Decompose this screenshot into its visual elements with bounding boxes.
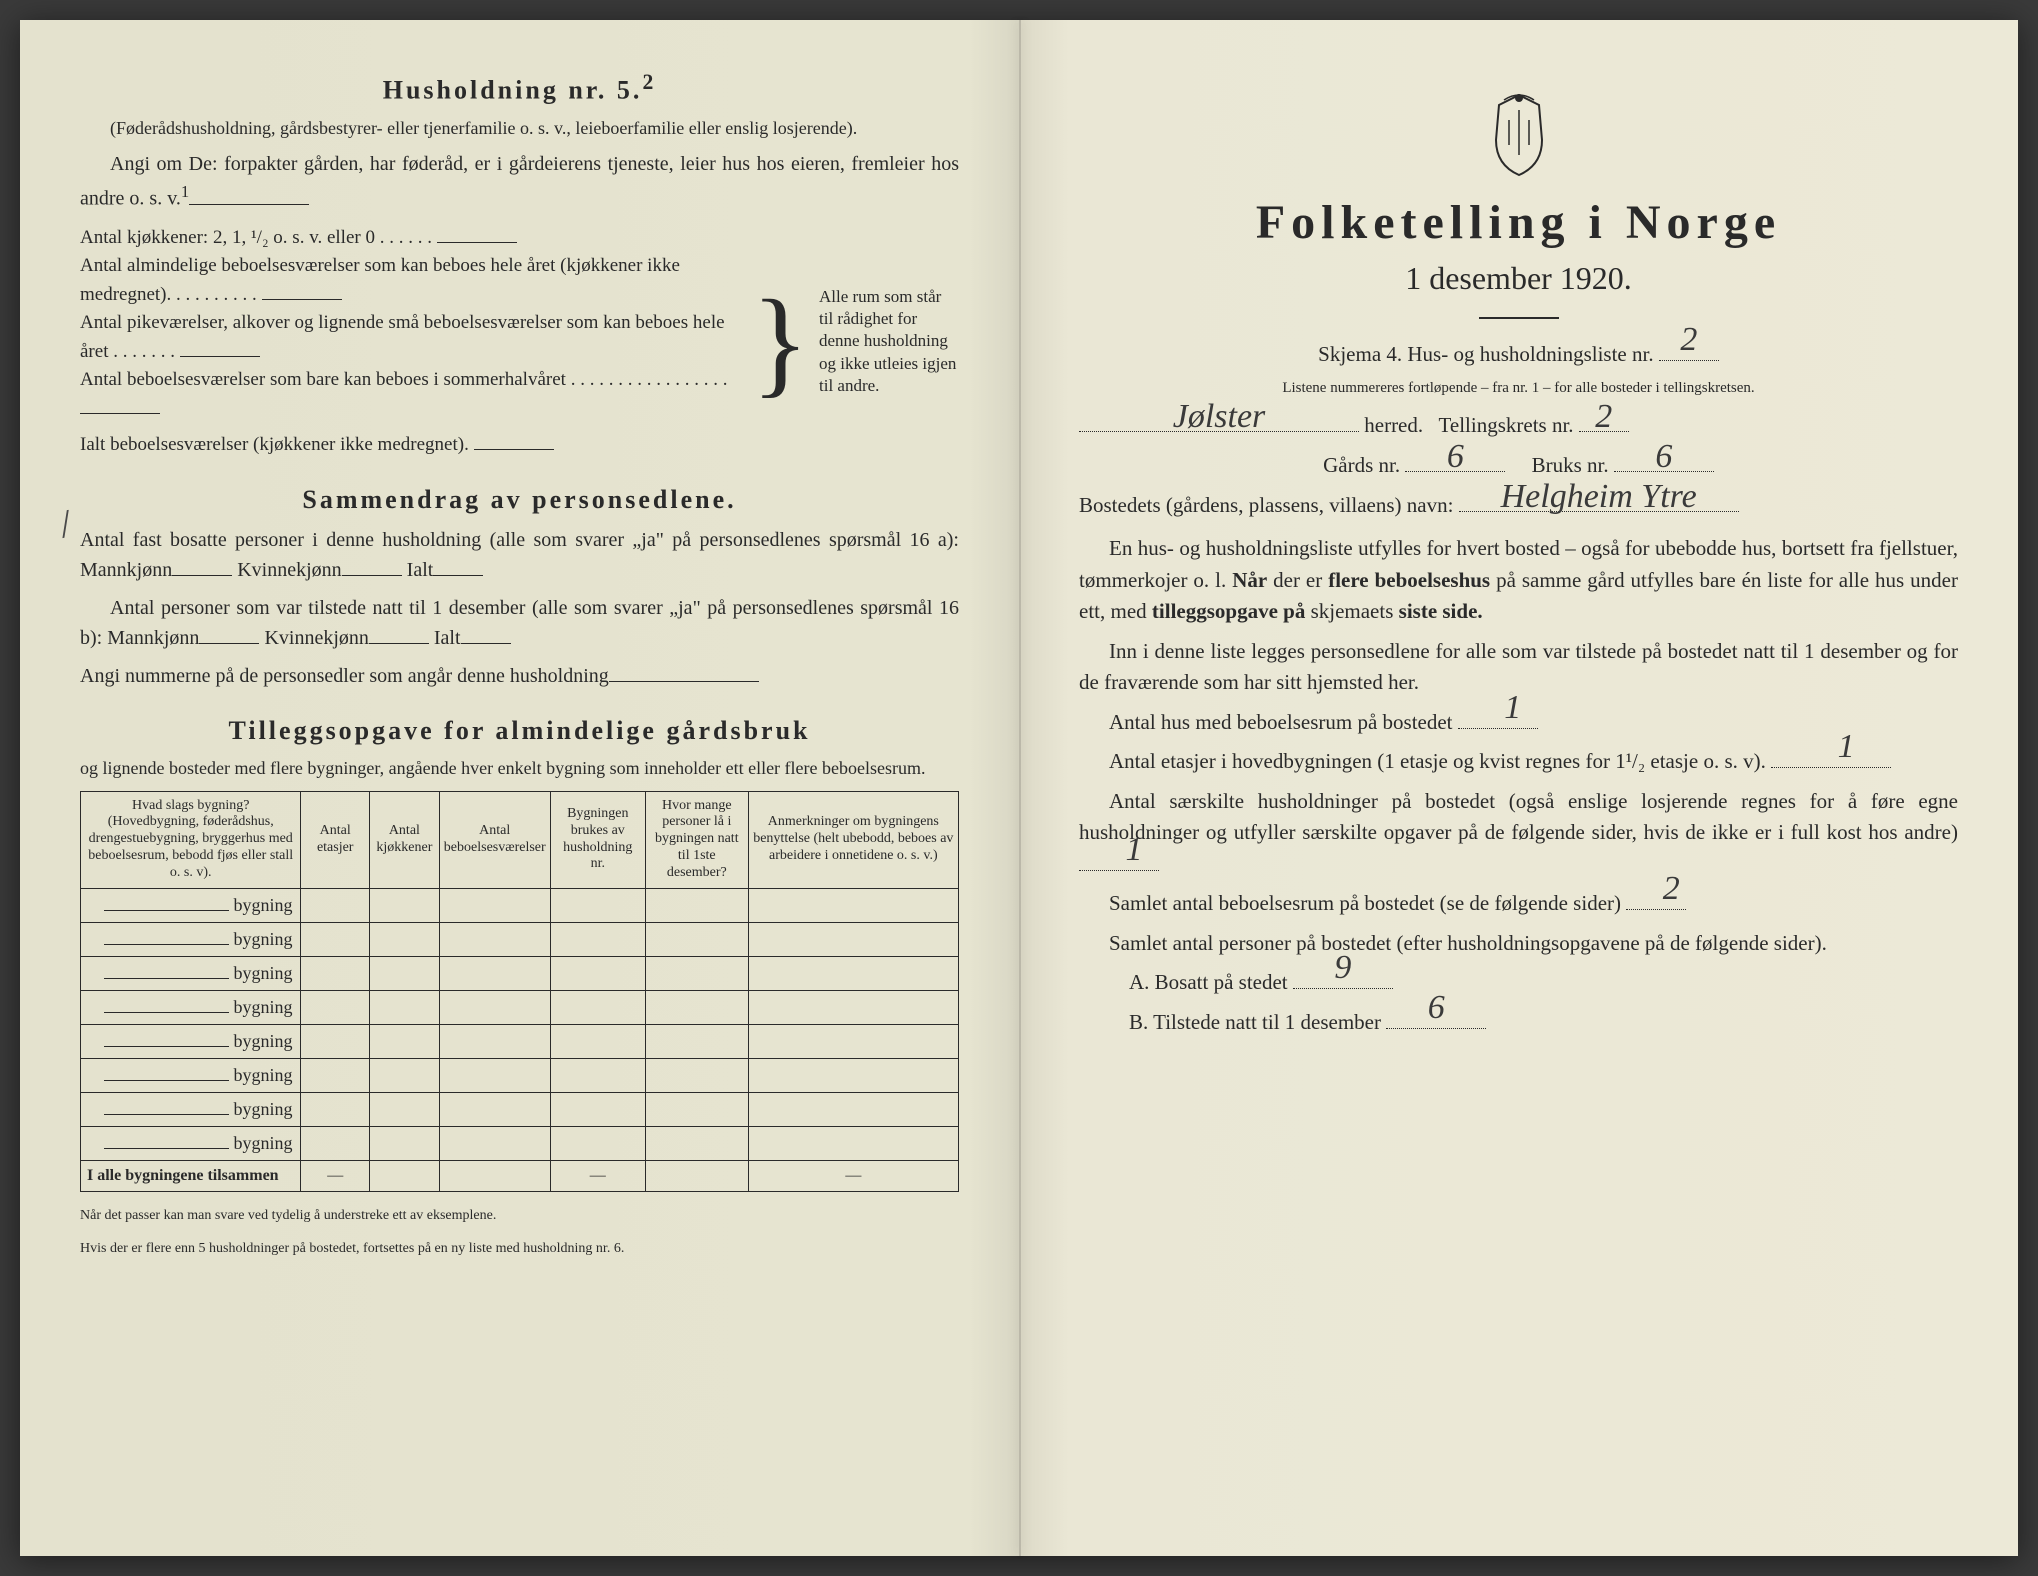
tellingskrets-value: 2 xyxy=(1595,398,1612,436)
footnote-2: Hvis der er flere enn 5 husholdninger på… xyxy=(80,1240,959,1258)
tillegg-desc: og lignende bosteder med flere bygninger… xyxy=(80,756,959,781)
right-page: Folketelling i Norge 1 desember 1920. Sk… xyxy=(1019,20,2018,1556)
antal-husholdninger-value: 1 xyxy=(1096,824,1143,875)
bruks-nr-value: 6 xyxy=(1655,438,1672,476)
page-fold xyxy=(1019,20,1021,1556)
tilstede-row: B. Tilstede natt til 1 desember 6 xyxy=(1129,1007,1958,1039)
bosted-value: Helgheim Ytre xyxy=(1501,478,1697,516)
instructions-para1: En hus- og husholdningsliste utfylles fo… xyxy=(1079,533,1958,628)
title-divider xyxy=(1479,317,1559,319)
th-anmerkninger: Anmerkninger om bygningens benyttelse (h… xyxy=(748,791,958,888)
antal-hus-value: 1 xyxy=(1474,682,1521,733)
document-spread: / Husholdning nr. 5.2 (Føderådshusholdni… xyxy=(20,20,2018,1556)
left-page: / Husholdning nr. 5.2 (Føderådshusholdni… xyxy=(20,20,1019,1556)
table-row: bygning xyxy=(81,1024,959,1058)
footnote-1: Når det passer kan man svare ved tydelig… xyxy=(80,1207,959,1225)
table-header-row: Hvad slags bygning? (Hovedbygning, føder… xyxy=(81,791,959,888)
th-bygning-type: Hvad slags bygning? (Hovedbygning, føder… xyxy=(81,791,301,888)
curly-brace: } xyxy=(741,288,819,396)
ialt-beboelse: Ialt beboelsesværelser (kjøkkener ikke m… xyxy=(80,434,469,455)
samlet-personer-label: Samlet antal personer på bostedet (efter… xyxy=(1079,928,1958,960)
total-label: I alle bygningene tilsammen xyxy=(81,1160,301,1191)
tillegg-title: Tilleggsopgave for almindelige gårdsbruk xyxy=(80,716,959,746)
table-row: bygning xyxy=(81,888,959,922)
herred-row: Jølster herred. Tellingskrets nr. 2 xyxy=(1079,413,1958,438)
antal-almindelige: Antal almindelige beboelsesværelser som … xyxy=(80,255,680,305)
antal-pikevarelser: Antal pikeværelser, alkover og lignende … xyxy=(80,312,725,362)
th-etasjer: Antal etasjer xyxy=(301,791,369,888)
sammendrag-line1: Antal fast bosatte personer i denne hush… xyxy=(80,525,959,585)
table-row: bygning xyxy=(81,922,959,956)
gards-bruks-row: Gårds nr. 6 Bruks nr. 6 xyxy=(1079,453,1958,478)
samlet-rum-row: Samlet antal beboelsesrum på bostedet (s… xyxy=(1079,888,1958,920)
herred-value: Jølster xyxy=(1173,398,1266,436)
bygning-table: Hvad slags bygning? (Hovedbygning, føder… xyxy=(80,791,959,1192)
antal-etasjer-value: 1 xyxy=(1808,721,1855,772)
skjema-line: Skjema 4. Hus- og husholdningsliste nr. … xyxy=(1079,339,1958,371)
husholdning-angi: Angi om De: forpakter gården, har føderå… xyxy=(80,149,959,214)
th-husholdning: Bygningen brukes av husholdning nr. xyxy=(550,791,645,888)
tilstede-value: 6 xyxy=(1428,982,1445,1033)
table-row: bygning xyxy=(81,1058,959,1092)
coat-of-arms-icon xyxy=(1484,90,1554,180)
gards-nr-value: 6 xyxy=(1447,438,1464,476)
sammendrag-title: Sammendrag av personsedlene. xyxy=(80,485,959,515)
samlet-rum-value: 2 xyxy=(1633,863,1680,914)
bosatt-value: 9 xyxy=(1334,942,1351,993)
checkmark-annotation: / xyxy=(56,499,75,547)
bosatt-row: A. Bosatt på stedet 9 xyxy=(1129,967,1958,999)
bosted-row: Bostedets (gårdens, plassens, villaens) … xyxy=(1079,493,1958,518)
subtitle: 1 desember 1920. xyxy=(1079,260,1958,297)
th-kjokkener: Antal kjøkkener xyxy=(369,791,439,888)
listene-text: Listene nummereres fortløpende – fra nr.… xyxy=(1079,379,1958,399)
main-title: Folketelling i Norge xyxy=(1079,195,1958,250)
husholdning-title: Husholdning nr. 5.2 xyxy=(80,70,959,106)
table-row: bygning xyxy=(81,990,959,1024)
table-total-row: I alle bygningene tilsammen ——— xyxy=(81,1160,959,1191)
sammendrag-line2: Antal personer som var tilstede natt til… xyxy=(80,593,959,653)
room-count-section: Antal kjøkkener: 2, 1, ¹/₂ o. s. v. elle… xyxy=(80,224,959,460)
antal-sommer: Antal beboelsesværelser som bare kan beb… xyxy=(80,369,566,390)
table-row: bygning xyxy=(81,956,959,990)
table-row: bygning xyxy=(81,1092,959,1126)
table-row: bygning xyxy=(81,1126,959,1160)
angi-nummerne: Angi nummerne på de personsedler som ang… xyxy=(80,661,959,691)
th-beboelse: Antal beboelsesværelser xyxy=(439,791,550,888)
th-personer: Hvor mange personer lå i bygningen natt … xyxy=(645,791,748,888)
antal-husholdninger-row: Antal særskilte husholdninger på bostede… xyxy=(1079,786,1958,881)
skjema-nr-value: 2 xyxy=(1680,314,1697,365)
bracket-text: Alle rum som står til rådighet for denne… xyxy=(819,286,959,396)
antal-etasjer-row: Antal etasjer i hovedbygningen (1 etasje… xyxy=(1079,746,1958,778)
husholdning-desc: (Føderådshusholdning, gårdsbestyrer- ell… xyxy=(80,116,959,141)
antal-kjokkener: Antal kjøkkener: 2, 1, ¹/₂ o. s. v. elle… xyxy=(80,227,375,248)
